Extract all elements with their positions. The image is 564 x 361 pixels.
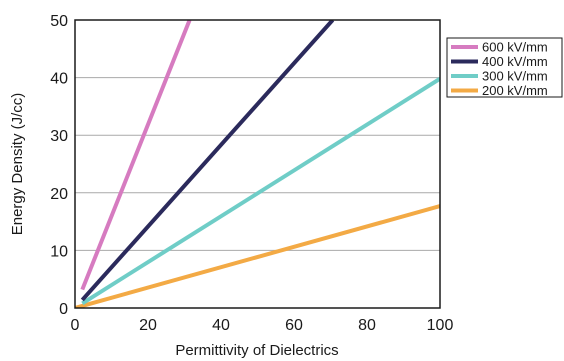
y-tick-label: 20 — [50, 186, 68, 203]
x-tick-label: 60 — [285, 317, 303, 334]
y-tick-label: 50 — [50, 13, 68, 30]
legend-label: 400 kV/mm — [482, 54, 548, 69]
legend-label: 200 kV/mm — [482, 83, 548, 98]
series-line-600-kv-mm — [80, 20, 192, 291]
series-lines — [75, 20, 440, 308]
x-tick-label: 0 — [71, 317, 80, 334]
x-tick-label: 20 — [139, 317, 157, 334]
x-tick-labels: 0 20 40 60 80 100 — [71, 317, 454, 334]
legend-label: 300 kV/mm — [482, 69, 548, 84]
plot-frame — [74, 19, 441, 309]
x-axis-title: Permittivity of Dielectrics — [175, 342, 338, 359]
y-axis-title: Energy Density (J/cc) — [9, 93, 26, 236]
y-tick-labels: 0 10 20 30 40 50 — [50, 13, 68, 318]
x-tick-label: 100 — [427, 317, 454, 334]
grid-lines — [75, 77, 440, 251]
x-tick-label: 80 — [358, 317, 376, 334]
series-line-200-kv-mm — [75, 204, 440, 308]
series-line-400-kv-mm — [80, 20, 335, 302]
y-tick-label: 40 — [50, 71, 68, 88]
series-line-300-kv-mm — [81, 77, 440, 306]
y-tick-label: 0 — [59, 301, 68, 318]
x-tick-label: 40 — [212, 317, 230, 334]
y-tick-label: 30 — [50, 128, 68, 145]
legend-label: 600 kV/mm — [482, 40, 548, 55]
y-tick-label: 10 — [50, 243, 68, 260]
